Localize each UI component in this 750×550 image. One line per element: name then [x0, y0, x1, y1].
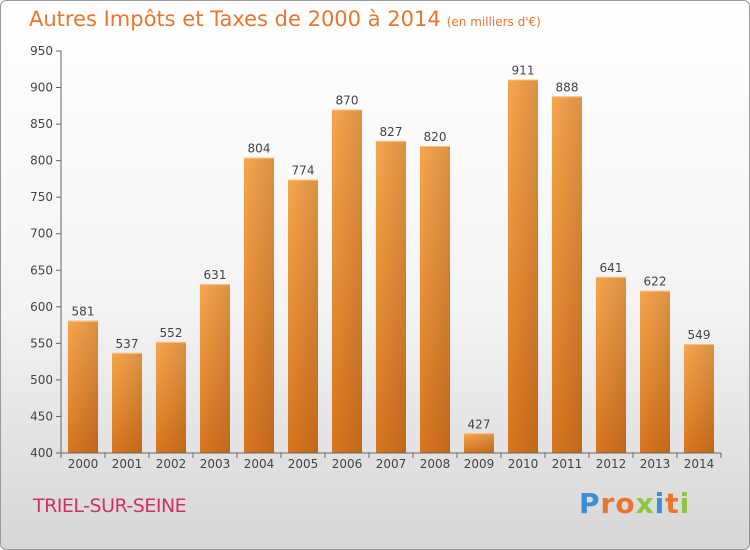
data-label: 827: [380, 125, 403, 139]
data-label: 581: [72, 305, 95, 319]
bars: 581 537 552 631 804 774 870 827 820 427 911 888 641 6…: [68, 64, 714, 454]
bar-shade: [508, 79, 538, 453]
bar-2010: 911: [508, 64, 538, 453]
bar-2005: 774: [288, 164, 318, 453]
y-tick-label: 700: [30, 227, 53, 241]
chart-unit: (en milliers d'€): [446, 15, 541, 29]
logo-letter: r: [600, 487, 616, 520]
data-label: 622: [644, 275, 667, 289]
y-tick-label: 750: [30, 190, 53, 204]
x-tick-label: 2007: [376, 457, 407, 471]
bar-shade: [112, 352, 142, 453]
data-label: 427: [468, 417, 491, 431]
bar-shade: [640, 290, 670, 453]
bar-shade: [200, 284, 230, 453]
bar-2012: 641: [596, 261, 626, 453]
data-label: 774: [292, 164, 315, 178]
bar-2000: 581: [68, 305, 98, 453]
x-tick-label: 2010: [508, 457, 539, 471]
bar-shade: [288, 179, 318, 453]
y-tick-label: 550: [30, 336, 53, 350]
proxiti-logo[interactable]: Proxiti: [579, 487, 690, 520]
x-tick-label: 2014: [684, 457, 715, 471]
data-label: 820: [424, 130, 447, 144]
y-tick-label: 850: [30, 117, 53, 131]
logo-letter: i: [679, 487, 691, 520]
bar-shade: [156, 341, 186, 453]
bar-shade: [376, 140, 406, 453]
y-tick-label: 950: [30, 44, 53, 58]
x-tick-label: 2013: [640, 457, 671, 471]
data-label: 888: [556, 80, 579, 94]
x-tick-label: 2006: [332, 457, 363, 471]
y-tick-label: 650: [30, 263, 53, 277]
data-label: 911: [512, 64, 535, 78]
logo-letter: i: [654, 487, 666, 520]
y-tick-label: 450: [30, 409, 53, 423]
data-label: 552: [160, 326, 183, 340]
bar-shade: [596, 276, 626, 453]
data-label: 537: [116, 337, 139, 351]
bar-shade: [420, 146, 450, 453]
bar-2006: 870: [332, 93, 362, 454]
bar-2011: 888: [552, 80, 582, 454]
x-tick-label: 2001: [112, 457, 143, 471]
data-label: 641: [600, 261, 623, 275]
y-tick-label: 500: [30, 373, 53, 387]
x-tick-label: 2012: [596, 457, 627, 471]
bar-2007: 827: [376, 125, 406, 453]
bar-2004: 804: [244, 142, 274, 454]
bar-2008: 820: [420, 130, 450, 453]
bar-shade: [684, 344, 714, 453]
bar-2013: 622: [640, 275, 670, 453]
bar-shade: [244, 157, 274, 454]
logo-letter: t: [665, 487, 680, 520]
y-axis: 400 450 500 550 600 650 700 750 800 850 900 950: [30, 44, 62, 460]
bar-shade: [68, 320, 98, 453]
bar-shade: [464, 433, 494, 453]
commune-name: TRIEL-SUR-SEINE: [33, 495, 187, 517]
y-tick-label: 400: [30, 446, 53, 460]
y-tick-label: 900: [30, 81, 53, 95]
x-tick-label: 2002: [156, 457, 187, 471]
bar-shade: [552, 96, 582, 454]
bar-shade: [332, 109, 362, 454]
data-label: 549: [688, 328, 711, 342]
x-tick-label: 2003: [200, 457, 231, 471]
x-axis: 2000 2001 2002 2003 2004 2005 2006 2007 2008 2009…: [60, 452, 722, 471]
x-tick-label: 2008: [420, 457, 451, 471]
x-tick-label: 2004: [244, 457, 275, 471]
y-tick-label: 800: [30, 154, 53, 168]
logo-letter: x: [635, 487, 655, 520]
bar-2001: 537: [112, 337, 142, 453]
logo-letter: P: [579, 487, 601, 520]
y-tick-label: 600: [30, 300, 53, 314]
data-label: 870: [336, 93, 359, 107]
x-tick-label: 2011: [552, 457, 583, 471]
bar-2003: 631: [200, 268, 230, 453]
chart-title-text: Autres Impôts et Taxes de 2000 à 2014: [29, 7, 441, 31]
chart-title: Autres Impôts et Taxes de 2000 à 2014 (en…: [29, 7, 541, 31]
x-tick-label: 2000: [68, 457, 99, 471]
bar-2014: 549: [684, 328, 714, 453]
bar-2009: 427: [464, 417, 494, 453]
x-tick-label: 2005: [288, 457, 319, 471]
data-label: 804: [248, 142, 271, 156]
x-tick-label: 2009: [464, 457, 495, 471]
data-label: 631: [204, 268, 227, 282]
logo-letter: o: [615, 487, 636, 520]
bar-2002: 552: [156, 326, 186, 453]
